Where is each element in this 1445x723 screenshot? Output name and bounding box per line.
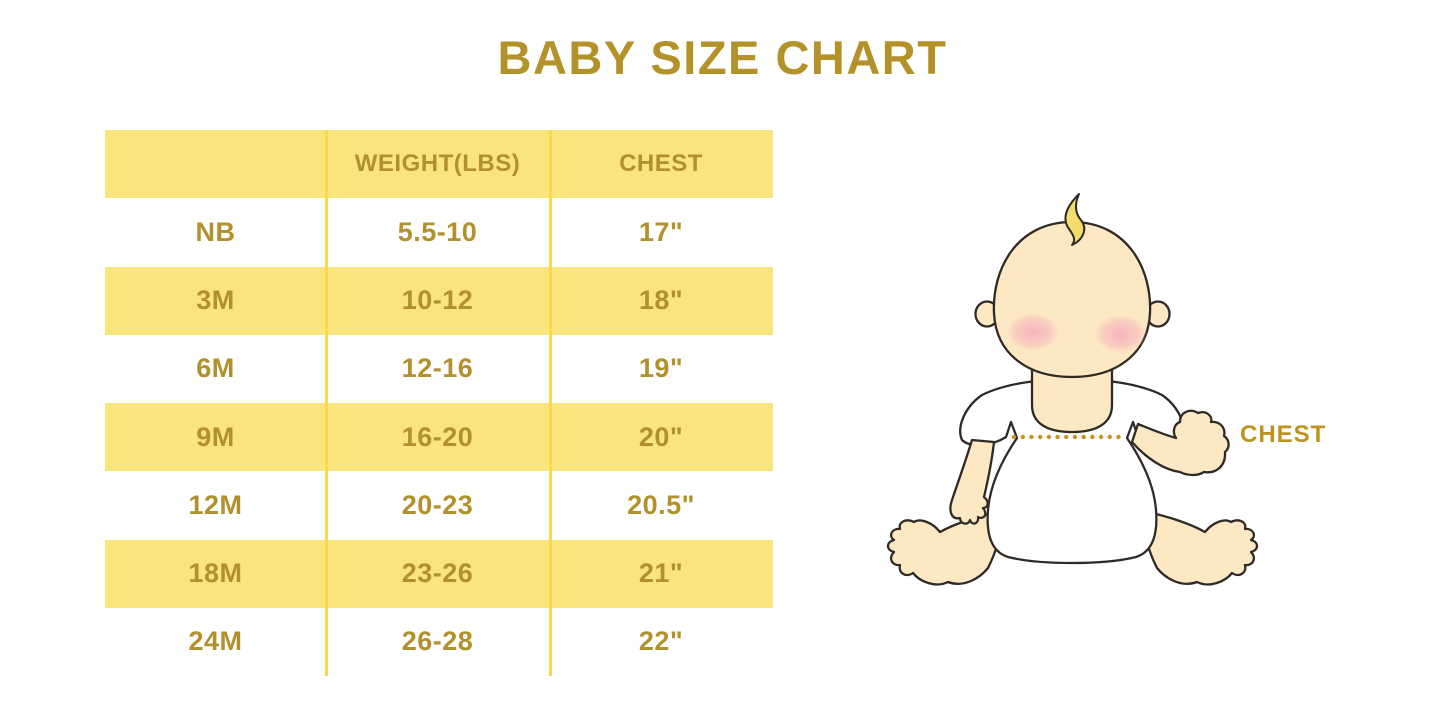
header-cell-chest: CHEST xyxy=(619,150,703,178)
baby-left-blush xyxy=(1007,313,1059,351)
column-divider xyxy=(325,130,328,676)
baby-hair-curl-icon xyxy=(1064,193,1086,246)
cell-chest: 20" xyxy=(638,421,684,452)
cell-chest: 20.5" xyxy=(627,489,695,520)
table-row: 6M 12-16 19" xyxy=(105,334,773,403)
cell-chest: 21" xyxy=(638,558,684,589)
baby-left-leg xyxy=(886,510,1000,586)
baby-illustration xyxy=(880,180,1340,600)
chest-label: CHEST xyxy=(1240,421,1327,448)
cell-weight: 5.5-10 xyxy=(397,216,478,247)
cell-weight: 10-12 xyxy=(401,285,474,316)
page-title: BABY SIZE CHART xyxy=(497,31,948,84)
cell-chest: 19" xyxy=(638,353,684,384)
baby-right-arm xyxy=(1130,409,1230,477)
cell-weight: 23-26 xyxy=(401,558,474,589)
table-row: 3M 10-12 18" xyxy=(105,266,773,335)
cell-size: NB xyxy=(195,216,236,247)
cell-size: 12M xyxy=(188,489,243,520)
baby-left-arm xyxy=(949,438,996,525)
baby-right-blush xyxy=(1095,315,1147,353)
size-table: WEIGHT(LBS) CHEST NB 5.5-10 17" 3M 10-12… xyxy=(105,130,773,676)
cell-size: 3M xyxy=(196,285,235,316)
cell-chest: 22" xyxy=(638,626,684,657)
table-header-row: WEIGHT(LBS) CHEST xyxy=(105,130,773,199)
cell-chest: 17" xyxy=(638,216,684,247)
cell-chest: 18" xyxy=(638,285,684,316)
cell-weight: 12-16 xyxy=(401,353,474,384)
table-row: 18M 23-26 21" xyxy=(105,539,773,608)
table-row: NB 5.5-10 17" xyxy=(105,198,773,267)
cell-weight: 26-28 xyxy=(401,626,474,657)
cell-size: 9M xyxy=(196,421,235,452)
table-row: 12M 20-23 20.5" xyxy=(105,471,773,540)
column-divider xyxy=(548,130,552,676)
cell-size: 18M xyxy=(188,558,243,589)
cell-weight: 16-20 xyxy=(401,421,474,452)
baby-neck xyxy=(1030,366,1114,434)
cell-size: 24M xyxy=(188,626,243,657)
baby-figure-icon xyxy=(886,193,1259,586)
table-row: 9M 16-20 20" xyxy=(105,403,773,472)
baby-right-leg xyxy=(1145,510,1259,586)
table-row: 24M 26-28 22" xyxy=(105,607,773,676)
cell-weight: 20-23 xyxy=(401,489,474,520)
cell-size: 6M xyxy=(196,353,235,384)
header-cell-weight: WEIGHT(LBS) xyxy=(354,150,521,178)
